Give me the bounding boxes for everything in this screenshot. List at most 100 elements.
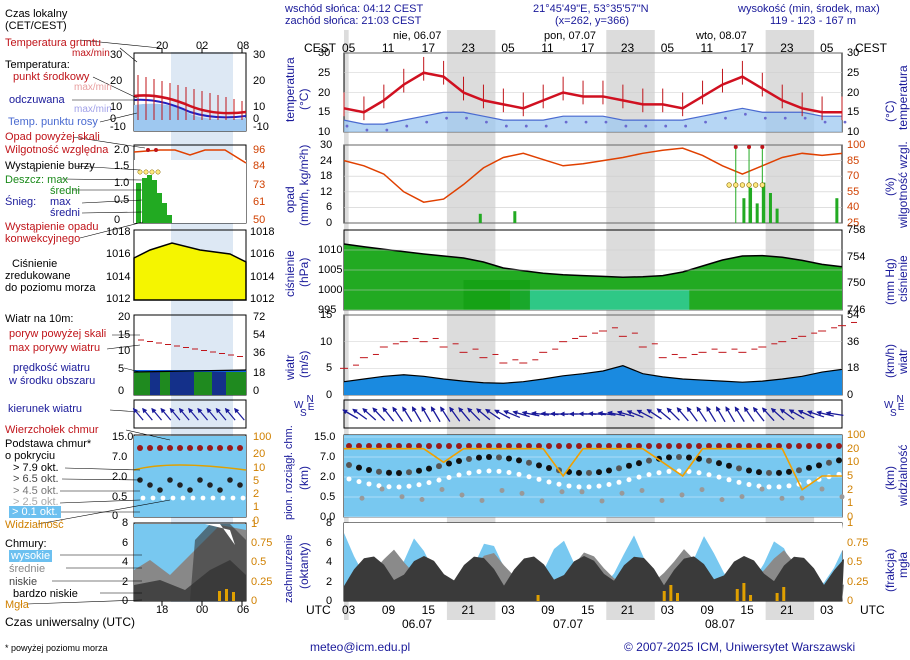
contact-email[interactable]: meteo@icm.edu.pl xyxy=(310,640,411,654)
mini-cloud-base xyxy=(157,487,163,493)
felt-temp-point xyxy=(783,116,787,120)
low-clouds-label: niskie xyxy=(9,576,38,588)
mini-bottom-hour: 06 xyxy=(237,604,250,616)
temp-tick-right: 15 xyxy=(847,106,860,119)
mini-cloud-top xyxy=(227,445,233,451)
pressure-tick-right: 754 xyxy=(847,250,866,263)
mini-wind-arrow xyxy=(142,407,153,421)
cest-label-right: CEST xyxy=(855,41,888,55)
wind-tick-right: 36 xyxy=(847,335,860,348)
cloud-base-dot-mid xyxy=(679,492,685,498)
mini-wind-arrow xyxy=(206,407,218,421)
fog-bar xyxy=(536,595,540,601)
cloud-base-dot xyxy=(396,469,402,476)
mini-bottom-hour: 18 xyxy=(156,604,169,616)
pressure-label-1: Ciśnienie xyxy=(12,258,58,270)
mini-humidity-tick: 50 xyxy=(253,214,266,226)
visibility-label: Widzialność xyxy=(5,519,64,531)
cloud-top-dot xyxy=(396,443,402,449)
cloud-base-dot-light xyxy=(546,479,552,485)
mini-press-tick-right: 1012 xyxy=(250,293,275,305)
dew-point-label: Temp. punktu rosy xyxy=(8,116,98,128)
rain-bar xyxy=(478,213,482,223)
convective-label: Wystąpienie opadu xyxy=(5,221,99,233)
gust-above-label: poryw powyżej skali xyxy=(9,328,107,340)
utc-label-right: UTC xyxy=(860,603,885,617)
cloud-top-dot xyxy=(816,443,822,449)
rain-tick-left: 0 xyxy=(326,217,333,229)
mini-wind-arrow xyxy=(178,407,190,421)
cloud-top-dot xyxy=(696,443,702,449)
rain-right-unit: (%) xyxy=(883,177,897,196)
cloud-top-dot xyxy=(676,443,682,449)
cloud-base-dot xyxy=(586,469,592,476)
mini-cloud-tick: 0 xyxy=(112,510,119,522)
cover-right-label: mgła xyxy=(896,551,910,578)
mini-wind-tick-left: 5 xyxy=(118,363,125,375)
mini-press-tick-left: 1012 xyxy=(106,293,131,305)
wind-right-unit: (km/h) xyxy=(883,344,897,378)
rain-bar xyxy=(513,211,517,223)
cloud-base-dot-mid xyxy=(659,497,665,503)
fog-bar xyxy=(775,593,779,601)
cloud-tick-left: 0.0 xyxy=(320,511,336,523)
wind-arrow xyxy=(816,410,834,417)
mini-wind-tick-left: 0 xyxy=(118,385,125,397)
humidity-tick-right: 85 xyxy=(847,154,860,167)
mini-temp-tick-right: -10 xyxy=(253,121,269,133)
mini-top-hour: 20 xyxy=(156,40,169,52)
mini-cloud-top xyxy=(177,445,183,451)
cloud-top-dot xyxy=(586,443,592,449)
cloud-base-dot xyxy=(576,469,582,476)
cloud-base-dot-light xyxy=(386,484,392,490)
mini-wind-arrow xyxy=(188,407,199,421)
hour-bottom-label: 21 xyxy=(461,603,475,617)
cloud-base-dot-mid xyxy=(479,497,485,503)
fog-bar xyxy=(662,591,666,601)
cloud-base-dot xyxy=(386,469,392,476)
wind-tick-left: 10 xyxy=(320,335,333,348)
mini-rain-tick: 1.0 xyxy=(114,177,130,189)
wind-arrow xyxy=(494,409,511,419)
coordinates: 21°45'49"E, 53°35'57"N xyxy=(533,3,649,15)
wind-arrow xyxy=(666,407,680,421)
temp-tick-left: 25 xyxy=(318,66,331,79)
mini-rain-above xyxy=(154,148,158,152)
mini-vis-tick: 10 xyxy=(253,462,266,474)
rain-bar xyxy=(768,193,772,223)
mini-cloud-base xyxy=(187,487,193,493)
cloud-top-dot xyxy=(666,443,672,449)
cloud-base-dot xyxy=(666,454,672,461)
rain-above-marker xyxy=(747,145,752,149)
cover-tick-left: 8 xyxy=(326,517,333,529)
cloud-base-dot xyxy=(426,465,432,472)
cloud-base-dot xyxy=(796,467,802,474)
cloud-base-dot-light xyxy=(396,484,402,490)
pressure-label-3: do poziomu morza xyxy=(5,282,96,294)
wind-arrow xyxy=(788,409,805,420)
grid-point: (x=262, y=366) xyxy=(555,15,629,27)
wind-arrow xyxy=(676,407,689,422)
pressure-tick-left: 1010 xyxy=(318,244,343,256)
ground-temp-sub: max/min xyxy=(72,48,110,59)
cloud-base-dot xyxy=(676,454,682,461)
cloud-top-dot xyxy=(766,443,772,449)
rain-left-label: opad xyxy=(283,186,297,213)
very-low-clouds-label: bardzo niskie xyxy=(13,588,78,600)
hour-top-label: 17 xyxy=(581,41,595,55)
fog-bar xyxy=(749,595,753,601)
humidity-tick-right: 100 xyxy=(847,139,866,151)
mini-vis-tick: 2 xyxy=(253,488,260,500)
cloud-base-dot-mid xyxy=(399,494,405,500)
mini-rain-tick: 0.5 xyxy=(114,194,130,206)
mini-storm-marker xyxy=(137,169,143,175)
convective-label-2: konwekcyjnego xyxy=(5,233,81,245)
cloud-base-dot xyxy=(746,467,752,474)
cloud-base-dot-light xyxy=(446,474,452,480)
storm-marker xyxy=(753,182,759,188)
cloud-base-dot-light xyxy=(786,483,792,489)
fog-label: Mgła xyxy=(5,599,29,611)
wind-area xyxy=(344,365,842,395)
temp-tick-right: 10 xyxy=(847,126,860,138)
mini-cover-tick: 6 xyxy=(122,537,129,549)
